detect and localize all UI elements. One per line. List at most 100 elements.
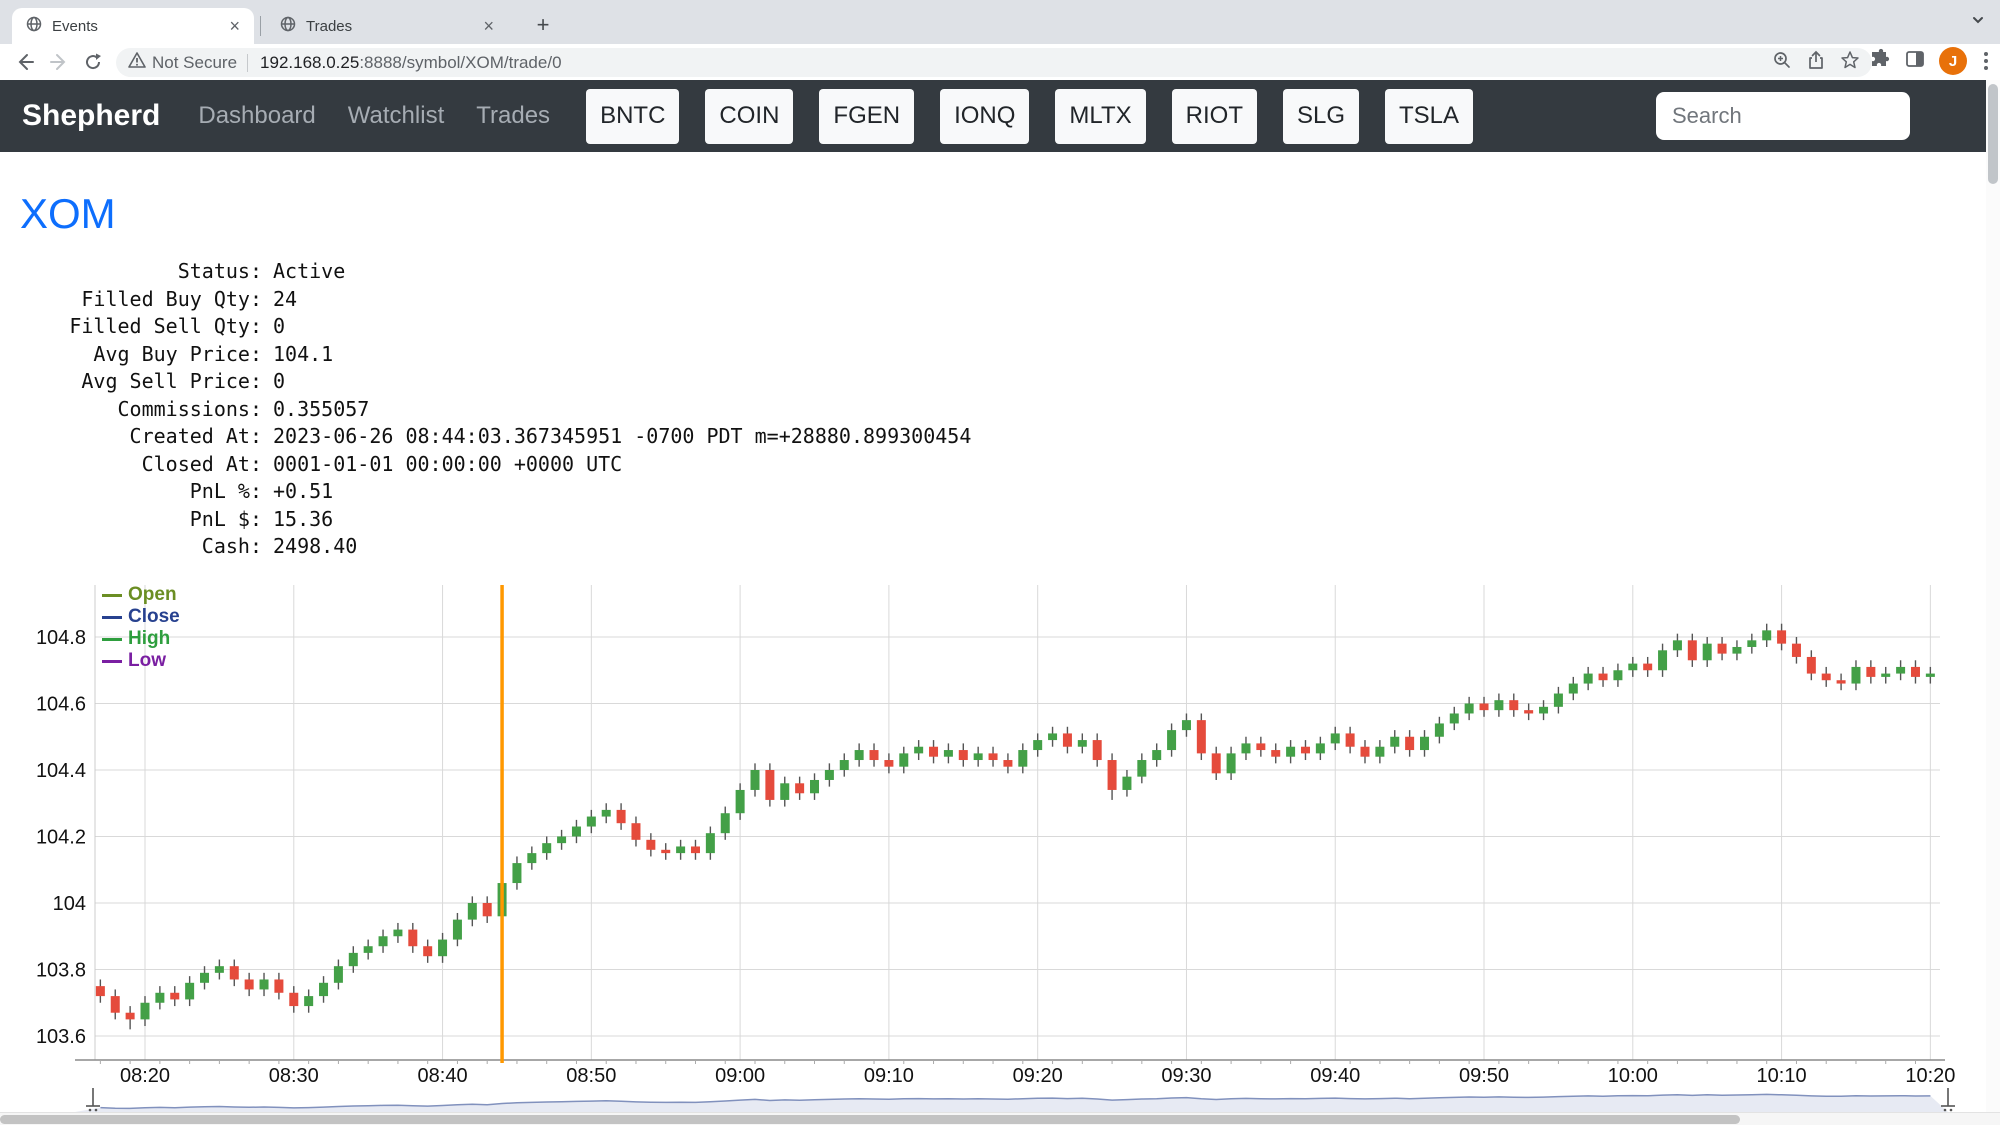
detail-label: Status: <box>177 259 262 283</box>
x-tick-label: 10:20 <box>1905 1065 1955 1087</box>
detail-value: 15.36 <box>273 506 334 531</box>
detail-value: 0001-01-01 00:00:00 +0000 UTC <box>273 451 623 476</box>
search-input[interactable] <box>1656 92 1910 140</box>
tab-trades[interactable]: Trades × <box>266 8 508 44</box>
nav-link-watchlist[interactable]: Watchlist <box>347 102 445 129</box>
vertical-scrollbar-thumb[interactable] <box>1988 84 1998 184</box>
detail-label: Avg Sell Price: <box>81 369 262 393</box>
tab-title: Trades <box>306 17 353 35</box>
ticker-button-coin[interactable]: COIN <box>705 88 794 144</box>
ticker-button-bntc[interactable]: BNTC <box>586 88 680 144</box>
x-tick-label: 10:00 <box>1608 1065 1658 1087</box>
detail-value: 0.355057 <box>273 396 370 421</box>
y-tick-label: 104 <box>53 893 86 915</box>
horizontal-scrollbar-thumb[interactable] <box>0 1115 1740 1124</box>
app-navbar: Shepherd Dashboard Watchlist Trades BNTC… <box>0 80 1986 152</box>
globe-icon <box>280 16 296 37</box>
browser-toolbar: Not Secure 192.168.0.25:8888/symbol/XOM/… <box>0 44 2000 80</box>
ticker-button-fgen[interactable]: FGEN <box>819 88 915 144</box>
detail-value: 104.1 <box>273 341 334 366</box>
zoom-icon[interactable] <box>1772 50 1792 75</box>
side-panel-icon[interactable] <box>1904 48 1926 75</box>
reload-icon[interactable] <box>76 47 110 77</box>
forward-icon[interactable] <box>42 47 76 77</box>
range-navigator[interactable] <box>75 1088 1955 1112</box>
new-tab-button[interactable]: + <box>536 12 550 37</box>
y-tick-label: 104.8 <box>36 627 86 649</box>
nav-link-dashboard[interactable]: Dashboard <box>198 102 316 129</box>
vertical-scrollbar[interactable] <box>1986 80 2000 1113</box>
detail-value: Active <box>273 259 346 283</box>
detail-value: +0.51 <box>273 479 334 503</box>
close-icon[interactable]: × <box>229 16 240 36</box>
extensions-puzzle-icon[interactable] <box>1869 48 1891 75</box>
detail-row: Created At: 2023-06-26 08:44:03.367345951… <box>62 423 1986 451</box>
detail-label: PnL $: <box>189 506 262 531</box>
brand-shepherd[interactable]: Shepherd <box>22 99 161 132</box>
x-tick-label: 08:50 <box>566 1065 616 1087</box>
detail-label: Closed At: <box>141 451 262 476</box>
chart-legend: Open Close High Low <box>102 584 180 672</box>
legend-item-close: Close <box>102 606 180 628</box>
ticker-buttons: BNTC COIN FGEN IONQ MLTX RIOT SLG TSLA <box>586 88 1474 144</box>
legend-item-open: Open <box>102 584 180 606</box>
x-tick-label: 09:10 <box>864 1065 914 1087</box>
x-tick-label: 08:20 <box>120 1065 170 1087</box>
address-bar[interactable]: Not Secure 192.168.0.25:8888/symbol/XOM/… <box>116 48 1872 77</box>
ticker-button-riot[interactable]: RIOT <box>1171 88 1257 144</box>
detail-row: Avg Sell Price: 0 <box>62 368 1986 396</box>
detail-row: PnL %: +0.51 <box>62 478 1986 506</box>
ticker-button-ionq[interactable]: IONQ <box>940 88 1030 144</box>
y-tick-label: 103.6 <box>36 1026 86 1048</box>
detail-row: Filled Buy Qty: 24 <box>62 286 1986 314</box>
url-host: 192.168.0.25 <box>260 52 360 72</box>
detail-row: Avg Buy Price: 104.1 <box>62 341 1986 369</box>
legend-label: Close <box>128 606 180 627</box>
tab-events[interactable]: Events × <box>12 8 254 44</box>
y-tick-label: 103.8 <box>36 960 86 982</box>
warning-icon <box>128 51 146 74</box>
page-title-symbol: XOM <box>20 190 116 237</box>
detail-label: PnL %: <box>189 479 262 503</box>
axes <box>75 585 1945 1064</box>
legend-label: Low <box>128 650 166 671</box>
x-tick-label: 10:10 <box>1757 1065 1807 1087</box>
ticker-button-slg[interactable]: SLG <box>1282 88 1360 144</box>
axis-labels: 104.8 104.6 104.4 104.2 104 103.8 103.6 08:20 08… <box>36 627 1955 1087</box>
share-icon[interactable] <box>1806 50 1826 75</box>
legend-item-high: High <box>102 628 180 650</box>
price-chart: Open Close High Low 104.8 104.6 104.4 104.2 104… <box>0 560 1986 1125</box>
security-label[interactable]: Not Secure <box>152 52 238 72</box>
menu-kebab-icon[interactable] <box>1980 52 1992 70</box>
navigator-right-handle[interactable] <box>1941 1088 1955 1112</box>
horizontal-scrollbar[interactable] <box>0 1112 2000 1125</box>
omnibox-divider <box>247 53 249 72</box>
ticker-button-mltx[interactable]: MLTX <box>1055 88 1146 144</box>
url-path: :8888/symbol/XOM/trade/0 <box>359 52 562 72</box>
tab-title: Events <box>52 17 98 35</box>
bookmark-star-icon[interactable] <box>1840 50 1860 75</box>
navigator-left-handle[interactable] <box>86 1088 100 1112</box>
url-text[interactable]: 192.168.0.25:8888/symbol/XOM/trade/0 <box>260 53 1762 73</box>
detail-value: 2023-06-26 08:44:03.367345951 -0700 PDT … <box>273 424 972 448</box>
profile-avatar[interactable]: J <box>1939 47 1967 75</box>
legend-label: Open <box>128 584 177 605</box>
chevron-down-icon[interactable] <box>1970 12 1986 33</box>
detail-label: Created At: <box>129 424 262 448</box>
legend-dash-icon <box>102 593 122 597</box>
candles <box>95 623 1935 1030</box>
detail-row: Cash: 2498.40 <box>62 533 1986 561</box>
detail-label: Filled Sell Qty: <box>69 314 262 338</box>
ticker-button-tsla[interactable]: TSLA <box>1385 88 1474 144</box>
close-icon[interactable]: × <box>483 16 494 36</box>
detail-row: Filled Sell Qty: 0 <box>62 313 1986 341</box>
detail-value: 2498.40 <box>273 534 358 558</box>
legend-dash-icon <box>102 637 122 641</box>
detail-value: 24 <box>273 286 298 311</box>
detail-label: Commissions: <box>117 396 263 421</box>
back-icon[interactable] <box>8 47 42 77</box>
nav-link-trades[interactable]: Trades <box>476 102 551 129</box>
trade-details: Status: Active Filled Buy Qty: 24 Filled Sel… <box>62 258 1986 561</box>
detail-value: 0 <box>273 369 286 393</box>
x-tick-label: 08:40 <box>418 1065 468 1087</box>
